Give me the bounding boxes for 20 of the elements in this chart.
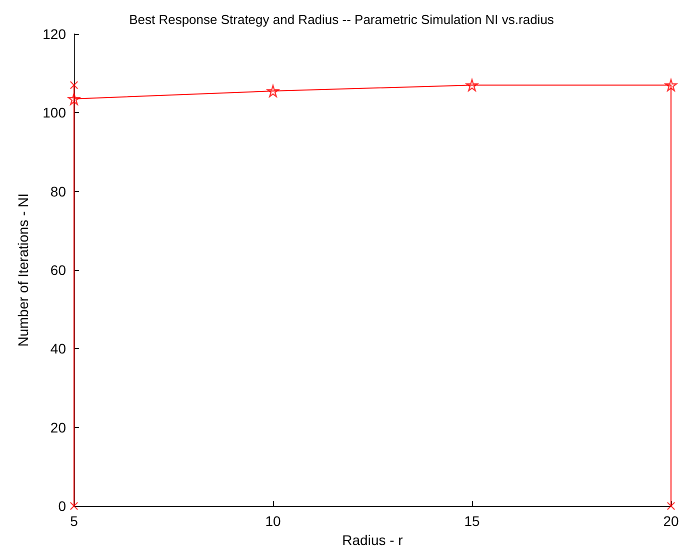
x-tick-label: 5 xyxy=(70,513,78,529)
y-tick-label: 80 xyxy=(50,183,66,200)
point xyxy=(266,84,280,98)
y-tick-label: 100 xyxy=(42,104,66,121)
y-tick-label: 120 xyxy=(42,26,66,42)
point xyxy=(70,81,78,90)
x-tick-label: 20 xyxy=(663,513,679,529)
y-tick-label: 60 xyxy=(50,262,66,278)
y-tick-label: 0 xyxy=(58,498,66,514)
y-axis-title: Number of Iterations - NI xyxy=(15,193,31,347)
chart-title: Best Response Strategy and Radius -- Parametric Simulation NI vs.radius xyxy=(129,12,554,27)
point xyxy=(68,92,80,105)
y-tick-label: 40 xyxy=(50,340,66,357)
x-tick-label: 10 xyxy=(265,513,281,529)
point xyxy=(466,79,478,92)
point xyxy=(664,79,678,92)
x-axis-title: Radius - r xyxy=(342,532,404,548)
point xyxy=(70,502,78,510)
y-tick-label: 20 xyxy=(50,419,66,436)
x-tick-label: 15 xyxy=(464,513,480,529)
